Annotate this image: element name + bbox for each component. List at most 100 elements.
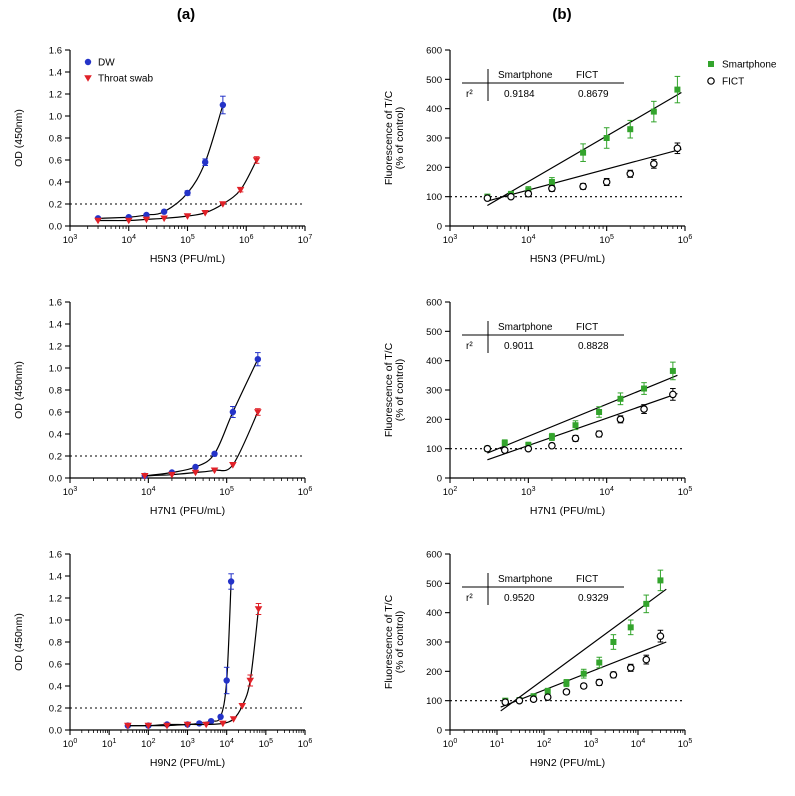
svg-text:300: 300 [426, 134, 442, 145]
svg-text:0.0: 0.0 [49, 726, 62, 737]
svg-text:H5N3 (PFU/mL): H5N3 (PFU/mL) [530, 253, 605, 265]
svg-text:103: 103 [180, 738, 195, 750]
svg-text:Fluorescence of T/C: Fluorescence of T/C [383, 342, 395, 437]
svg-text:Smartphone: Smartphone [722, 60, 777, 71]
svg-text:Smartphone: Smartphone [498, 322, 553, 333]
svg-text:600: 600 [426, 550, 442, 561]
svg-text:Fluorescence of T/C: Fluorescence of T/C [383, 594, 395, 689]
svg-text:1.0: 1.0 [49, 112, 62, 123]
svg-text:1.2: 1.2 [49, 594, 62, 605]
svg-text:1.6: 1.6 [49, 298, 62, 309]
svg-text:0: 0 [437, 222, 442, 233]
svg-text:H7N1 (PFU/mL): H7N1 (PFU/mL) [150, 505, 225, 517]
svg-text:(% of control): (% of control) [394, 107, 406, 169]
svg-text:100: 100 [63, 738, 78, 750]
svg-text:600: 600 [426, 46, 442, 57]
svg-text:1.4: 1.4 [49, 320, 62, 331]
chart-fict-h5n3: 103 104 105 106 0 100 200 300 400 500 600 Smartphon… [383, 46, 777, 266]
figure-grid: 103 104 105 106 107 0.0 0.2 0.4 0.6 0.8 1.0 1.2 1.4 1… [10, 34, 795, 790]
svg-text:300: 300 [426, 386, 442, 397]
svg-text:104: 104 [122, 234, 137, 246]
svg-text:100: 100 [426, 696, 442, 707]
svg-text:1.6: 1.6 [49, 550, 62, 561]
svg-text:104: 104 [631, 738, 646, 750]
svg-text:FICT: FICT [576, 322, 598, 333]
svg-text:105: 105 [219, 486, 234, 498]
svg-text:400: 400 [426, 356, 442, 367]
svg-text:104: 104 [521, 234, 536, 246]
svg-text:105: 105 [678, 486, 693, 498]
svg-text:103: 103 [443, 234, 458, 246]
svg-text:500: 500 [426, 579, 442, 590]
svg-text:1.4: 1.4 [49, 68, 62, 79]
svg-text:103: 103 [584, 738, 599, 750]
svg-text:r²: r² [466, 341, 473, 352]
svg-text:1.0: 1.0 [49, 364, 62, 375]
svg-text:104: 104 [141, 486, 156, 498]
panel-a-label: (a) [176, 6, 196, 23]
svg-text:FICT: FICT [576, 70, 598, 81]
svg-text:0.8679: 0.8679 [578, 89, 609, 100]
svg-text:1.6: 1.6 [49, 46, 62, 57]
svg-text:100: 100 [443, 738, 458, 750]
svg-text:OD (450nm): OD (450nm) [13, 613, 25, 671]
svg-text:H5N3 (PFU/mL): H5N3 (PFU/mL) [150, 253, 225, 265]
svg-text:FICT: FICT [722, 77, 744, 88]
svg-text:103: 103 [521, 486, 536, 498]
svg-text:0.9011: 0.9011 [504, 341, 534, 352]
svg-text:1.4: 1.4 [49, 572, 62, 583]
svg-text:105: 105 [259, 738, 274, 750]
chart-elisa-h7n1: 103 104 105 106 0.0 0.2 0.4 0.6 0.8 1.0 1.2 1.4 1.6 H… [13, 298, 313, 518]
svg-text:0.4: 0.4 [49, 430, 62, 441]
svg-text:0.6: 0.6 [49, 660, 62, 671]
chart-fict-h9n2: 100 101 102 103 104 1050100200300400500600Sma… [383, 550, 693, 770]
svg-text:106: 106 [678, 234, 693, 246]
svg-text:0: 0 [437, 726, 442, 737]
svg-text:600: 600 [426, 298, 442, 309]
svg-text:106: 106 [239, 234, 254, 246]
svg-text:OD (450nm): OD (450nm) [13, 109, 25, 167]
svg-text:106: 106 [298, 486, 313, 498]
svg-text:400: 400 [426, 608, 442, 619]
svg-text:0.8: 0.8 [49, 134, 62, 145]
svg-text:104: 104 [219, 738, 234, 750]
svg-text:Smartphone: Smartphone [498, 70, 553, 81]
svg-text:0.8: 0.8 [49, 638, 62, 649]
svg-text:Smartphone: Smartphone [498, 574, 553, 585]
svg-text:H7N1 (PFU/mL): H7N1 (PFU/mL) [530, 505, 605, 517]
svg-text:500: 500 [426, 75, 442, 86]
svg-text:1.0: 1.0 [49, 616, 62, 627]
svg-text:105: 105 [678, 738, 693, 750]
svg-text:100: 100 [426, 192, 442, 203]
svg-text:0.4: 0.4 [49, 682, 62, 693]
svg-text:0.6: 0.6 [49, 408, 62, 419]
svg-text:102: 102 [141, 738, 156, 750]
svg-text:r²: r² [466, 593, 473, 604]
svg-text:1.2: 1.2 [49, 342, 62, 353]
svg-text:0.9329: 0.9329 [578, 593, 609, 604]
svg-text:0.8: 0.8 [49, 386, 62, 397]
svg-text:103: 103 [63, 234, 78, 246]
svg-text:200: 200 [426, 415, 442, 426]
svg-text:FICT: FICT [576, 574, 598, 585]
svg-text:0.2: 0.2 [49, 704, 62, 715]
svg-text:102: 102 [537, 738, 552, 750]
svg-text:102: 102 [443, 486, 458, 498]
svg-text:0.8828: 0.8828 [578, 341, 609, 352]
svg-text:OD (450nm): OD (450nm) [13, 361, 25, 419]
svg-text:(% of control): (% of control) [394, 359, 406, 421]
svg-text:300: 300 [426, 638, 442, 649]
svg-text:r²: r² [466, 89, 473, 100]
svg-text:200: 200 [426, 667, 442, 678]
svg-text:0.0: 0.0 [49, 222, 62, 233]
svg-text:(% of control): (% of control) [394, 611, 406, 673]
svg-text:100: 100 [426, 444, 442, 455]
svg-text:101: 101 [490, 738, 505, 750]
svg-text:0.4: 0.4 [49, 178, 62, 189]
svg-text:0.9520: 0.9520 [504, 593, 535, 604]
svg-text:200: 200 [426, 163, 442, 174]
chart-fict-h7n1: 102 103 104 105 0 100 200 300 400 500 600 Smartphon… [383, 298, 693, 518]
svg-text:103: 103 [63, 486, 78, 498]
chart-elisa-h5n3: 103 104 105 106 107 0.0 0.2 0.4 0.6 0.8 1.0 1.2 1.4 1… [13, 46, 312, 266]
